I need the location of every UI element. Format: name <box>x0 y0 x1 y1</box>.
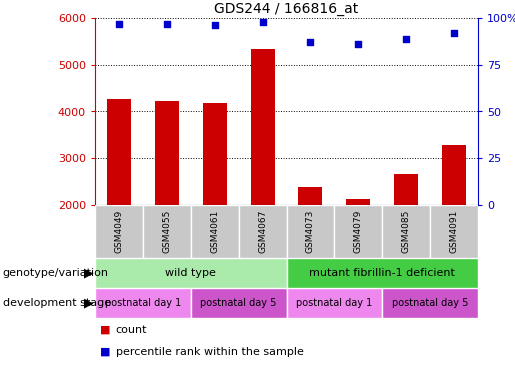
Text: ■: ■ <box>100 347 111 357</box>
Text: postnatal day 5: postnatal day 5 <box>200 298 277 308</box>
Bar <box>95 205 143 258</box>
Point <box>211 23 219 29</box>
Bar <box>238 205 286 258</box>
Point <box>259 19 267 25</box>
Text: GSM4049: GSM4049 <box>114 210 124 253</box>
Text: GSM4055: GSM4055 <box>162 210 171 253</box>
Text: mutant fibrillin-1 deficient: mutant fibrillin-1 deficient <box>310 268 455 278</box>
Point <box>402 36 410 41</box>
Text: percentile rank within the sample: percentile rank within the sample <box>115 347 303 357</box>
Bar <box>382 205 430 258</box>
Bar <box>286 288 382 318</box>
Bar <box>155 101 179 205</box>
Text: GSM4061: GSM4061 <box>210 210 219 253</box>
Point <box>306 40 315 45</box>
Bar <box>382 288 478 318</box>
Bar <box>191 288 286 318</box>
Text: wild type: wild type <box>165 268 216 278</box>
Bar <box>347 199 370 205</box>
Text: postnatal day 5: postnatal day 5 <box>392 298 468 308</box>
Bar <box>95 258 286 288</box>
Bar <box>251 49 274 205</box>
Text: development stage: development stage <box>3 298 111 308</box>
Text: ▶: ▶ <box>84 296 94 310</box>
Bar <box>191 205 238 258</box>
Bar <box>143 205 191 258</box>
Text: ▶: ▶ <box>84 266 94 280</box>
Point <box>354 41 363 47</box>
Text: GSM4073: GSM4073 <box>306 210 315 253</box>
Point <box>450 30 458 36</box>
Bar <box>394 174 418 205</box>
Text: GSM4067: GSM4067 <box>258 210 267 253</box>
Bar <box>442 145 466 205</box>
Title: GDS244 / 166816_at: GDS244 / 166816_at <box>214 1 358 16</box>
Text: GSM4085: GSM4085 <box>402 210 410 253</box>
Text: count: count <box>115 325 147 335</box>
Point <box>163 21 171 27</box>
Text: postnatal day 1: postnatal day 1 <box>105 298 181 308</box>
Bar <box>430 205 478 258</box>
Point <box>115 21 123 27</box>
Bar <box>203 103 227 205</box>
Bar <box>286 258 478 288</box>
Text: ■: ■ <box>100 325 111 335</box>
Bar <box>286 205 334 258</box>
Bar <box>95 288 191 318</box>
Bar <box>107 99 131 205</box>
Bar <box>334 205 382 258</box>
Text: GSM4091: GSM4091 <box>450 210 458 253</box>
Text: GSM4079: GSM4079 <box>354 210 363 253</box>
Bar <box>299 187 322 205</box>
Text: genotype/variation: genotype/variation <box>3 268 109 278</box>
Text: postnatal day 1: postnatal day 1 <box>296 298 372 308</box>
